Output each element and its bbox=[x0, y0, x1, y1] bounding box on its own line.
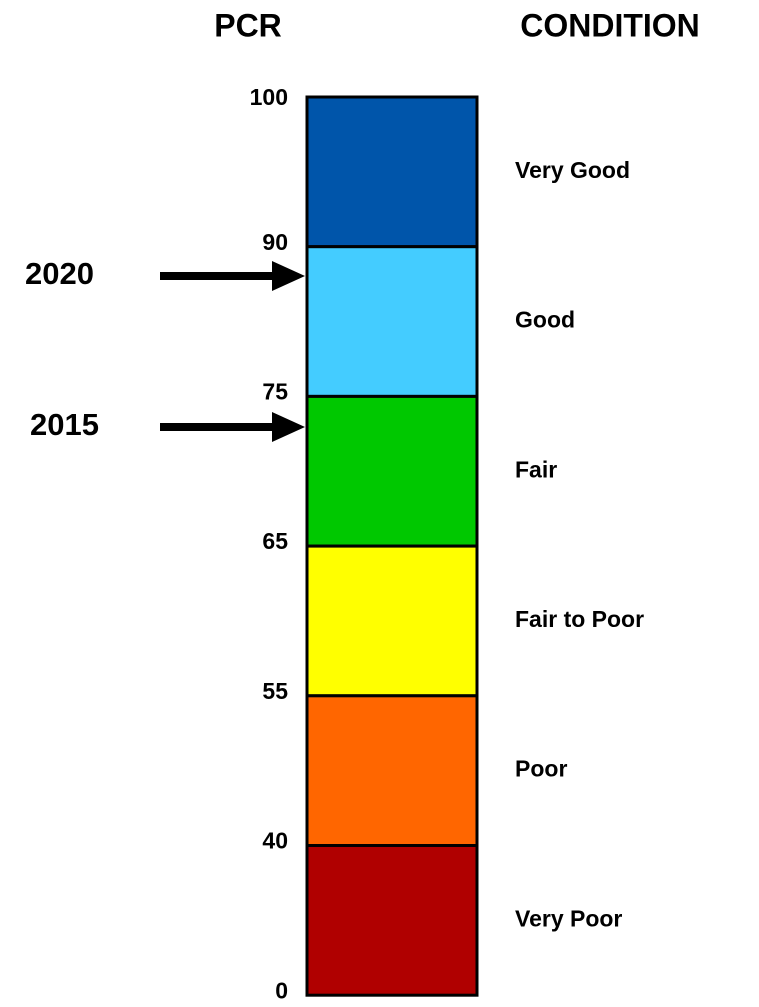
arrow-head bbox=[272, 261, 305, 291]
tick-label: 90 bbox=[262, 229, 288, 255]
tick-label: 40 bbox=[262, 828, 288, 854]
band-label: Good bbox=[515, 307, 575, 333]
tick-label: 100 bbox=[250, 84, 288, 110]
band-label: Very Poor bbox=[515, 905, 622, 931]
tick-label: 0 bbox=[275, 977, 288, 1003]
band bbox=[305, 544, 479, 698]
condition-header: CONDITION bbox=[520, 7, 700, 43]
marker-label: 2015 bbox=[30, 407, 99, 442]
band bbox=[305, 394, 479, 548]
tick-label: 75 bbox=[262, 378, 288, 404]
band bbox=[305, 245, 479, 398]
band-label: Poor bbox=[515, 756, 567, 782]
band-label: Fair to Poor bbox=[515, 606, 644, 632]
band bbox=[305, 844, 479, 997]
band-label: Very Good bbox=[515, 157, 630, 183]
tick-label: 65 bbox=[262, 528, 288, 554]
arrow-shaft bbox=[160, 272, 275, 280]
marker-label: 2020 bbox=[25, 256, 94, 291]
band bbox=[305, 95, 479, 249]
band bbox=[305, 694, 479, 847]
tick-label: 55 bbox=[262, 678, 288, 704]
arrow-shaft bbox=[160, 423, 275, 431]
band-label: Fair bbox=[515, 456, 557, 482]
arrow-head bbox=[272, 412, 305, 442]
pcr-header: PCR bbox=[214, 7, 282, 43]
